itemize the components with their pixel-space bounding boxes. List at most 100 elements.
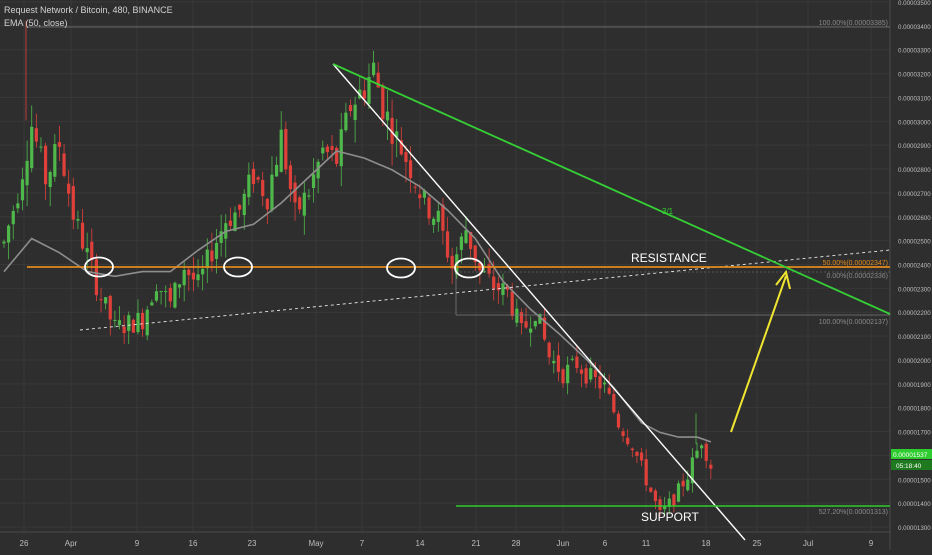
candle-body xyxy=(321,147,325,154)
y-tick-label: 0.00002100 xyxy=(898,334,931,341)
candle-body xyxy=(279,129,283,172)
candle-body xyxy=(108,295,112,320)
candle-body xyxy=(584,368,588,384)
candle-body xyxy=(505,285,510,290)
y-tick-label: 0.00003000 xyxy=(898,119,931,126)
candle-body xyxy=(704,443,708,461)
candle-body xyxy=(39,146,43,148)
candle-body xyxy=(307,195,311,197)
x-tick-label: 25 xyxy=(753,539,762,548)
candle-body xyxy=(274,164,279,177)
y-tick-label: 0.00002700 xyxy=(898,191,931,198)
x-tick-label: Apr xyxy=(65,539,78,548)
countdown-label: 05:18:40 xyxy=(896,463,922,470)
candle-body xyxy=(316,161,320,179)
candle-body xyxy=(20,179,25,201)
candle-body xyxy=(658,499,662,510)
candle-body xyxy=(681,480,685,487)
candle-body xyxy=(173,282,177,308)
candle-body xyxy=(117,320,122,326)
highlight-ellipse xyxy=(454,257,484,279)
candle-body xyxy=(626,437,630,445)
candle-body xyxy=(247,174,251,198)
candle-body xyxy=(566,364,570,384)
candle-body xyxy=(34,128,38,142)
candle-body xyxy=(136,312,140,333)
candle-body xyxy=(159,291,163,293)
candle-body xyxy=(265,198,269,210)
y-tick-label: 0.00002900 xyxy=(898,143,931,150)
candle-body xyxy=(177,284,182,288)
y-tick-label: 0.00001900 xyxy=(898,382,931,389)
candle-body xyxy=(131,319,135,333)
candle-body xyxy=(445,231,450,258)
candle-body xyxy=(603,382,607,385)
candle-body xyxy=(168,288,172,302)
projection-arrow xyxy=(730,275,787,433)
y-tick-label: 0.00001400 xyxy=(898,501,931,508)
candle-body xyxy=(616,413,621,428)
y-tick-label: 0.00002800 xyxy=(898,167,931,174)
candle-body xyxy=(547,342,551,358)
candle-body xyxy=(182,269,186,286)
candle-body xyxy=(432,218,436,225)
fib-level-label: 527.20%(0.00001313) xyxy=(819,509,888,516)
candle-body xyxy=(612,394,616,413)
candle-body xyxy=(242,193,246,216)
fib-level-label: 100.00%(0.00002137) xyxy=(819,319,888,326)
candle-body xyxy=(695,450,699,458)
support-label: SUPPORT xyxy=(641,510,699,524)
candle-body xyxy=(709,464,713,469)
candle-body xyxy=(67,183,71,194)
candle-body xyxy=(325,146,329,153)
y-tick-label: 0.00002300 xyxy=(898,286,931,293)
y-tick-label: 0.00003400 xyxy=(898,24,931,31)
candle-body xyxy=(191,272,196,280)
candle-body xyxy=(362,90,366,99)
fib-level-label: 100.00%(0.00003385) xyxy=(819,20,888,27)
candle-body xyxy=(593,370,597,378)
y-tick-label: 0.00002200 xyxy=(898,310,931,317)
candle-body xyxy=(686,479,690,491)
x-tick-label: 21 xyxy=(472,539,481,548)
candle-body xyxy=(48,172,52,187)
candle-body xyxy=(85,248,89,253)
candle-body xyxy=(667,498,671,507)
last-price-tag xyxy=(891,449,932,459)
candle-body xyxy=(570,358,574,360)
candle-body xyxy=(473,245,477,263)
y-tick-label: 0.00003200 xyxy=(898,72,931,79)
candle-body xyxy=(399,140,403,155)
candle-body xyxy=(529,328,533,333)
candle-body xyxy=(422,190,427,198)
fib-level-label: 50.00%(0.00002347) xyxy=(823,260,888,267)
rising-dashed-trendline xyxy=(79,249,891,331)
candle-body xyxy=(418,194,422,199)
candle-body xyxy=(2,241,6,244)
candle-body xyxy=(154,291,159,301)
candle-body xyxy=(672,494,676,506)
last-price-label: 0.00001537 xyxy=(893,452,928,459)
descending-trendline-green xyxy=(332,63,891,315)
candle-body xyxy=(62,153,66,176)
candle-body xyxy=(43,145,48,185)
x-tick-label: 11 xyxy=(642,539,651,548)
candle-body xyxy=(284,129,288,170)
candle-body xyxy=(196,274,200,281)
candle-body xyxy=(538,313,542,324)
candle-body xyxy=(510,291,514,316)
candle-body xyxy=(187,269,191,276)
candle-body xyxy=(413,186,417,188)
candle-body xyxy=(579,369,584,374)
candle-body xyxy=(145,309,149,336)
indicator-label: EMA (50, close) xyxy=(4,18,68,28)
candle-body xyxy=(99,299,103,301)
candle-body xyxy=(228,220,232,226)
x-tick-label: 6 xyxy=(603,539,608,548)
fib-level-label: 0.00%(0.00002336) xyxy=(827,273,889,280)
candle-body xyxy=(261,179,265,197)
candle-body xyxy=(53,144,57,177)
